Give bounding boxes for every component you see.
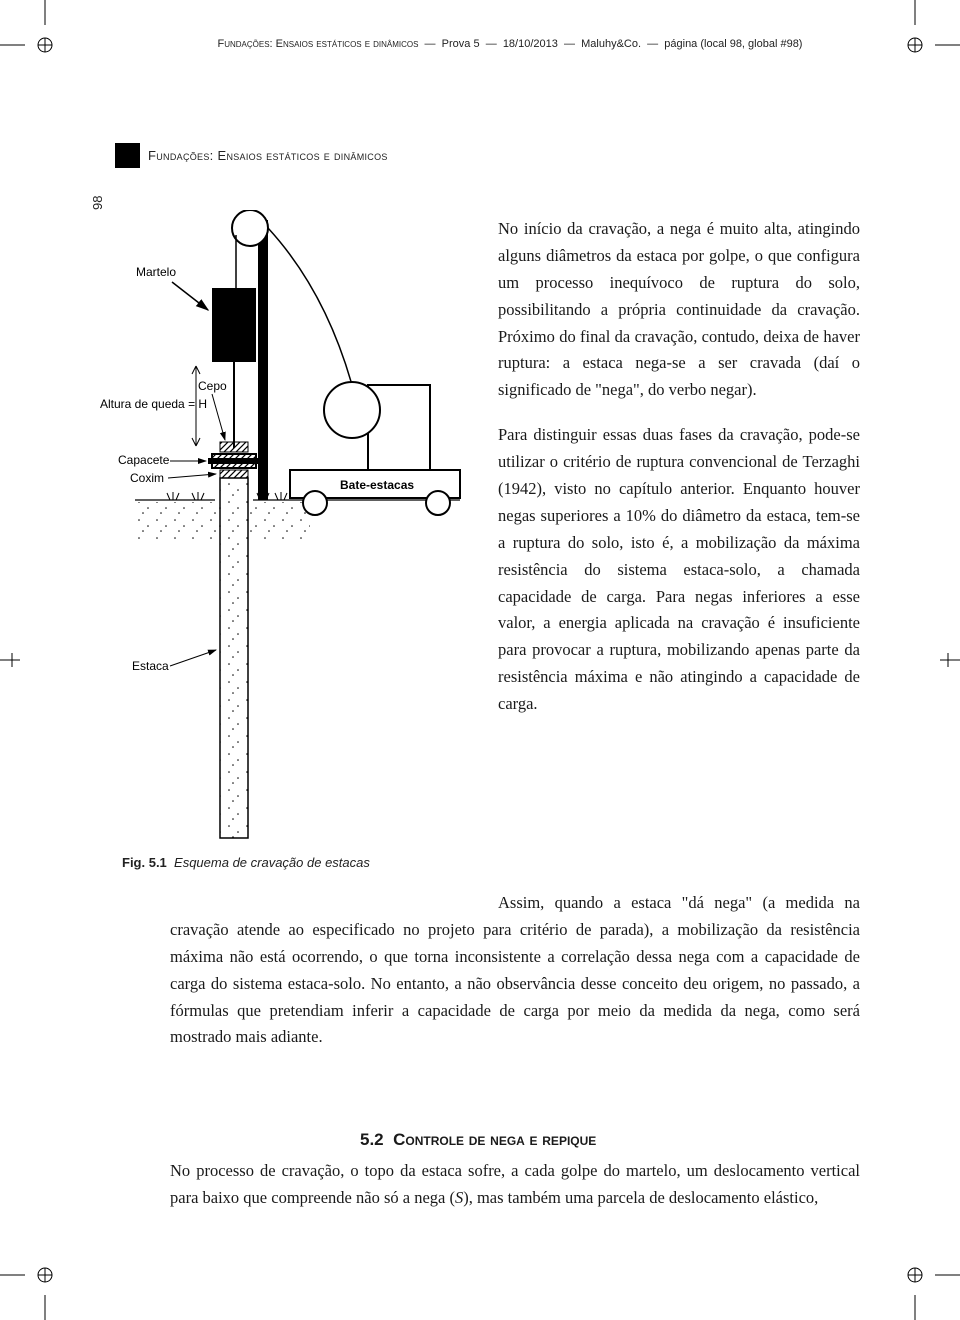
right-column: No início da cravação, a nega é muito al… xyxy=(498,216,860,736)
paragraph-3: Assim, quando a estaca "dá nega" (a medi… xyxy=(170,890,860,1051)
page-number: 98 xyxy=(90,196,105,210)
section-heading: 5.2 Controle de nega e repique xyxy=(360,1130,596,1150)
paragraph-2: Para distinguir essas duas fases da crav… xyxy=(498,422,860,718)
label-altura: Altura de queda = H xyxy=(100,397,207,411)
header-proof: Prova 5 xyxy=(442,38,480,50)
label-cepo: Cepo xyxy=(198,379,227,393)
label-bate-estacas: Bate-estacas xyxy=(340,478,414,492)
section-number: 5.2 xyxy=(360,1130,384,1149)
header-publisher: Maluhy&Co. xyxy=(581,38,641,50)
section-body: No processo de cravação, o topo da estac… xyxy=(170,1158,860,1212)
section-paragraph: No processo de cravação, o topo da estac… xyxy=(170,1158,860,1212)
figure-caption-text: Esquema de cravação de estacas xyxy=(174,855,370,870)
label-coxim: Coxim xyxy=(130,471,164,485)
figure-diagram: Bate-estacas Martelo Cepo Altura de qued… xyxy=(100,210,470,850)
figure-caption-label: Fig. 5.1 xyxy=(122,855,167,870)
label-estaca: Estaca xyxy=(132,659,169,673)
proof-header: Fundações: Ensaios estáticos e dinâmicos… xyxy=(120,38,900,50)
header-square-icon xyxy=(115,143,140,168)
label-capacete: Capacete xyxy=(118,453,170,467)
label-martelo: Martelo xyxy=(136,265,176,279)
paragraph-3-wrap: Assim, quando a estaca "dá nega" (a medi… xyxy=(170,890,860,1051)
header-date: 18/10/2013 xyxy=(503,38,558,50)
figure-caption: Fig. 5.1 Esquema de cravação de estacas xyxy=(122,855,370,870)
header-title: Fundações: Ensaios estáticos e dinâmicos xyxy=(218,38,419,50)
running-head: Fundações: Ensaios estáticos e dinâmicos xyxy=(148,148,388,163)
section-title: Controle de nega e repique xyxy=(393,1130,596,1149)
header-page-info: página (local 98, global #98) xyxy=(664,38,802,50)
paragraph-1: No início da cravação, a nega é muito al… xyxy=(498,216,860,404)
